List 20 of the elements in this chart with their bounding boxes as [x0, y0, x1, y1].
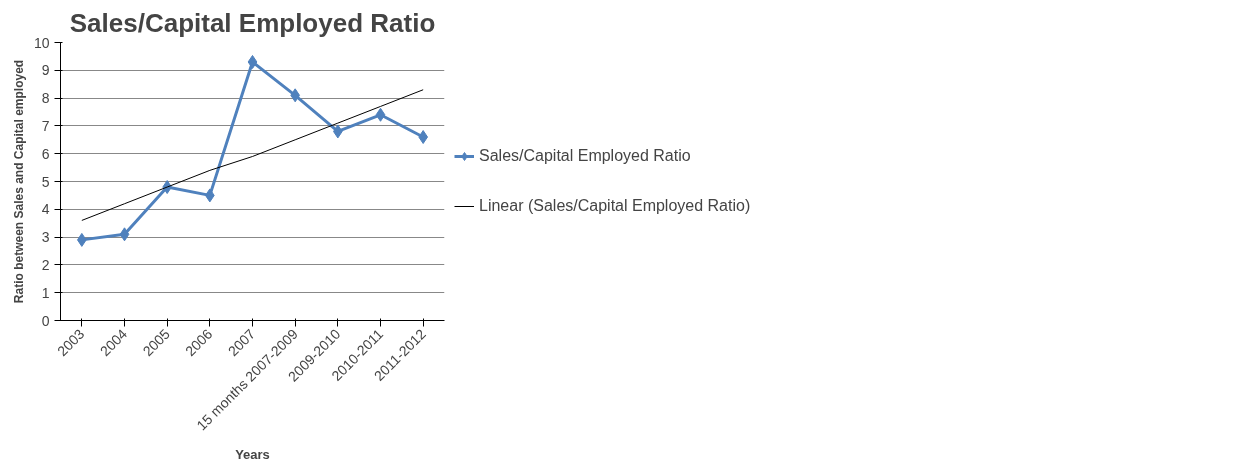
point: [375, 107, 386, 122]
line-series: [81, 89, 424, 221]
y-tick-label: 3: [41, 229, 50, 246]
y-axis-title: Ratio between Sales and Capital employed: [11, 59, 26, 304]
y-tick-label: 4: [41, 201, 50, 218]
y-tick-label: 6: [41, 145, 50, 162]
y-tick-label: 8: [41, 90, 50, 107]
y-tick-label: 7: [41, 117, 50, 134]
legend-label: Sales/Capital Employed Ratio: [479, 147, 691, 165]
legend-label: Linear (Sales/Capital Employed Ratio): [479, 197, 751, 215]
y-tick-label: 10: [33, 34, 50, 51]
y-tick-label: 0: [41, 312, 50, 329]
point: [119, 227, 130, 242]
y-tick-label: 9: [41, 62, 50, 79]
y-tick-label: 1: [41, 284, 50, 301]
y-tick-label: 5: [41, 173, 50, 190]
x-axis-title: Years: [235, 447, 270, 463]
point: [247, 54, 258, 69]
chart-title: Sales/Capital Employed Ratio: [69, 7, 436, 38]
y-tick-label: 2: [41, 256, 50, 273]
